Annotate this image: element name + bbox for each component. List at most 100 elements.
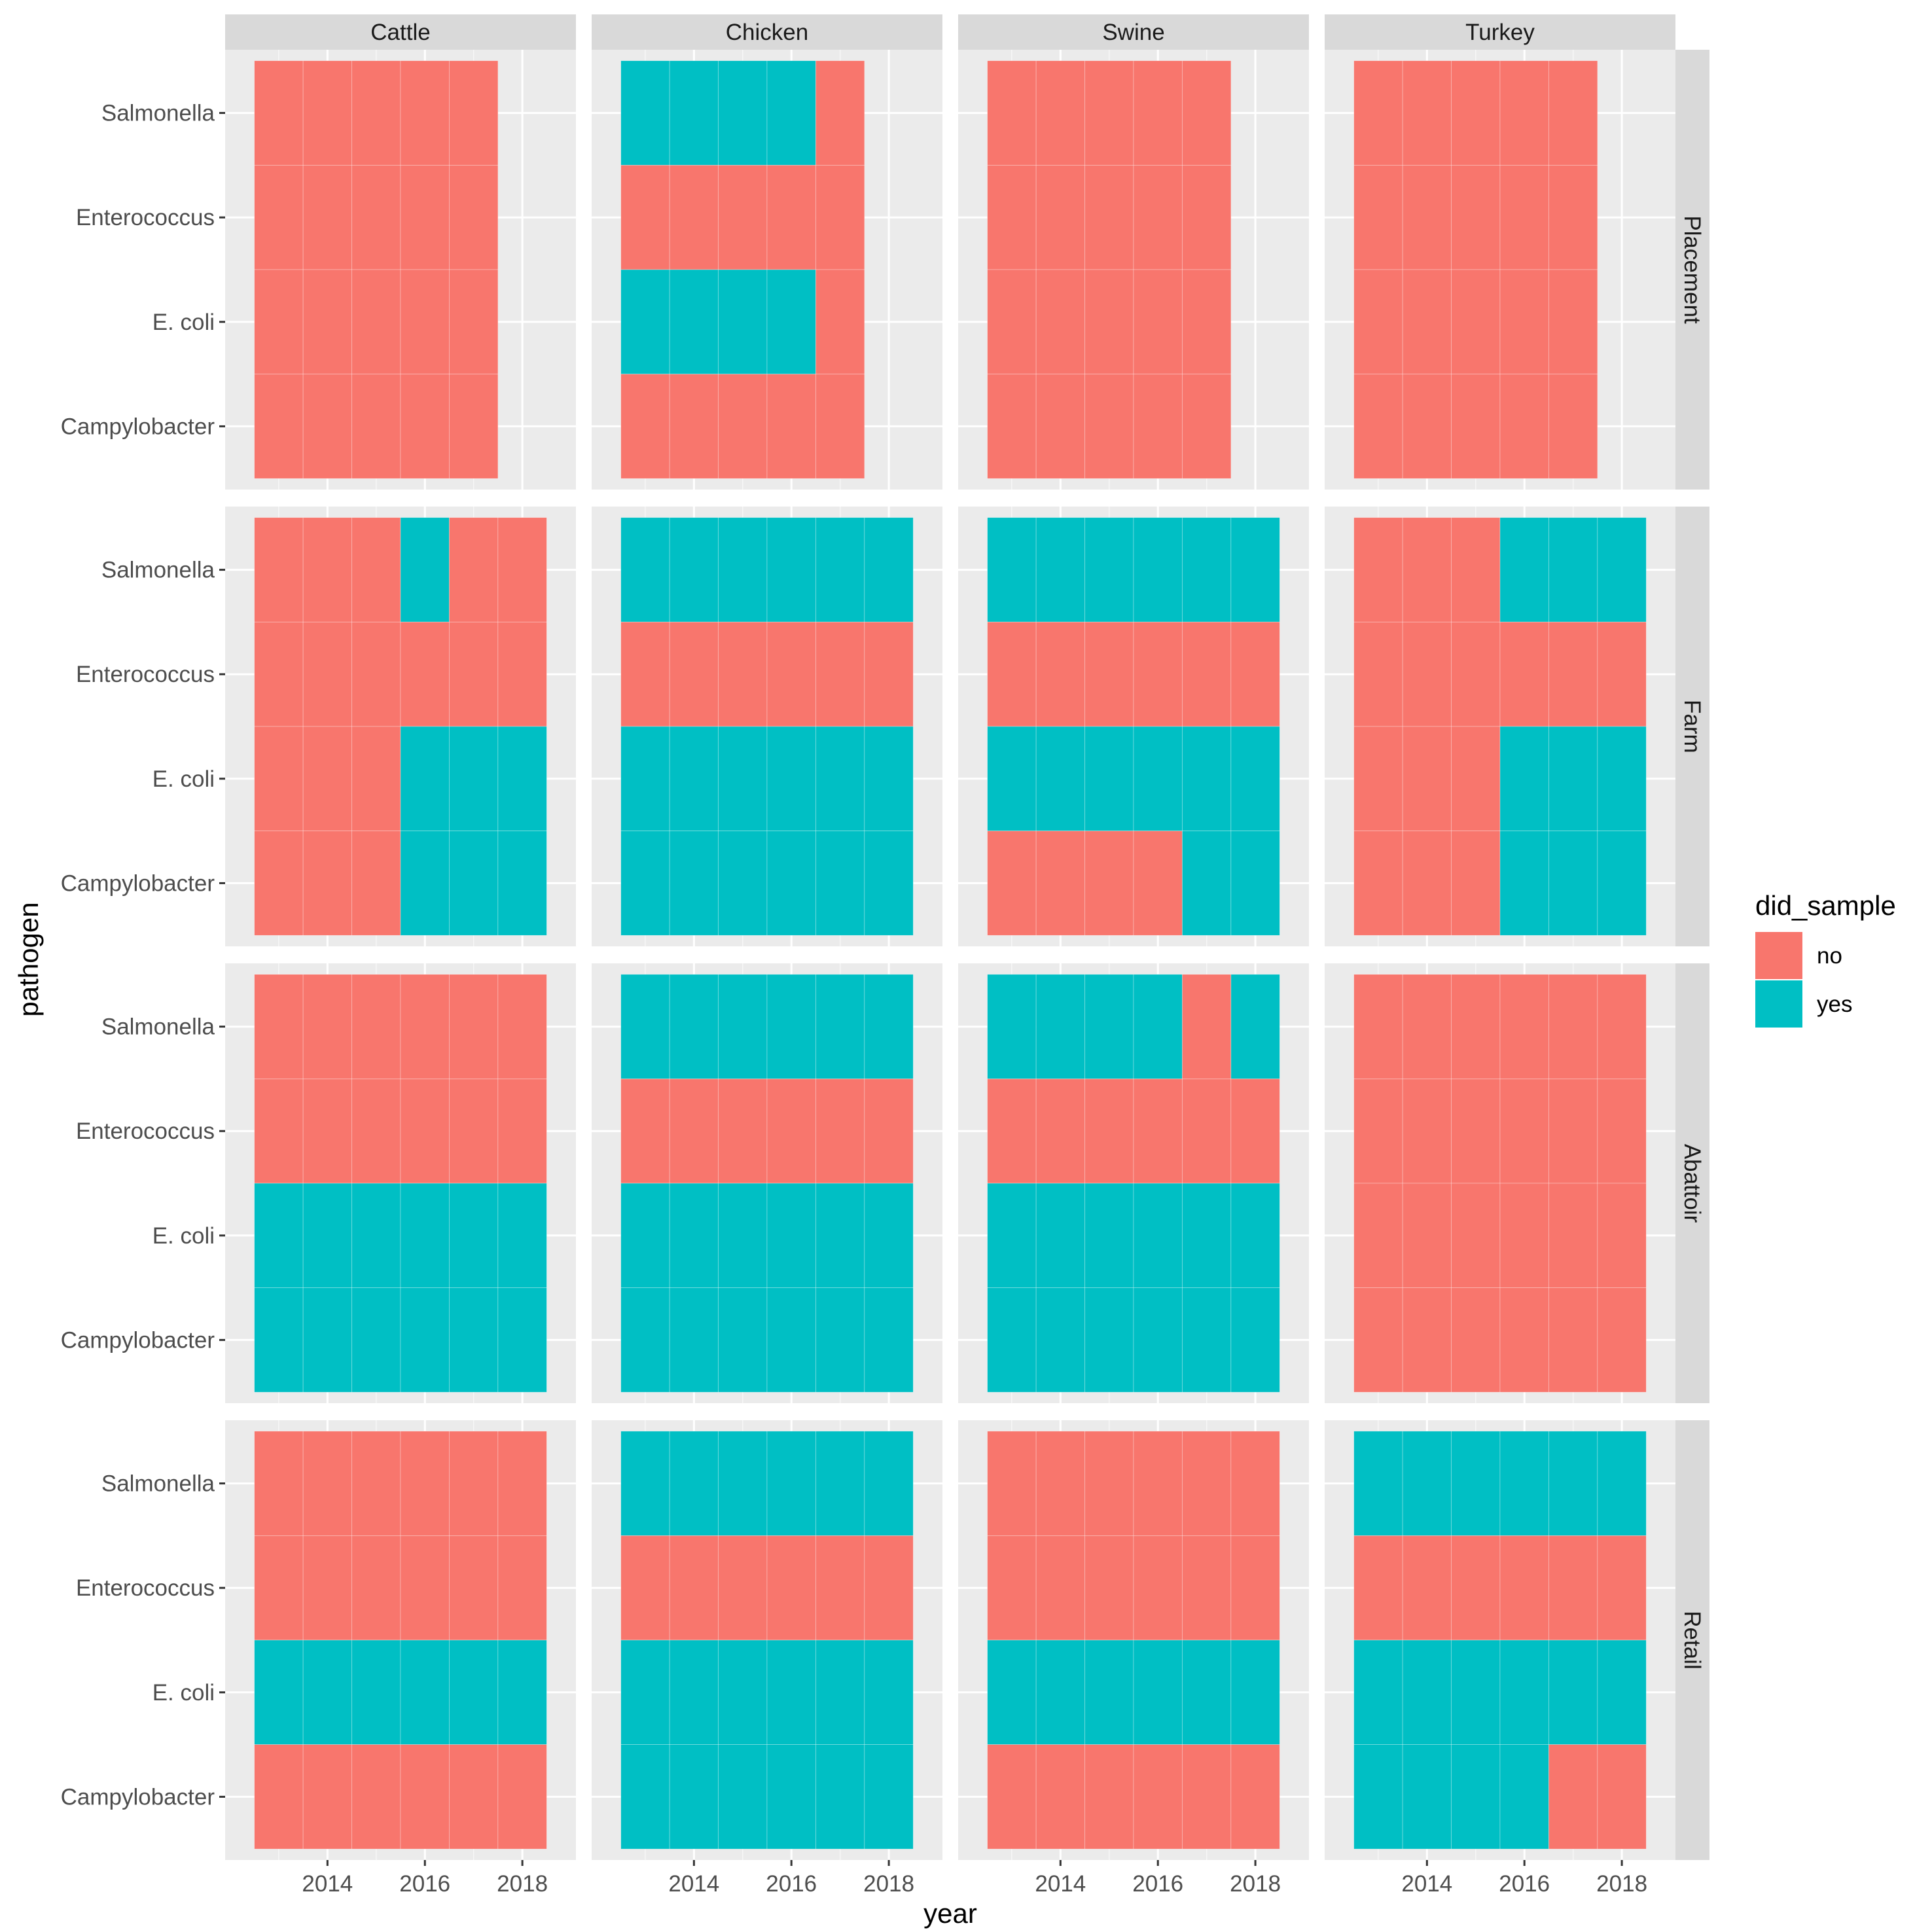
tile-abattoir-turkey-campylobacter-2014: Abattoir / Turkey / Campylobacter / 2014… — [1402, 1287, 1452, 1393]
tile-abattoir-swine-salmonella-2017: Abattoir / Swine / Salmonella / 2017: no — [1182, 974, 1232, 1079]
tile-farm-cattle-campylobacter-2013: Farm / Cattle / Campylobacter / 2013: no — [254, 831, 304, 936]
tile-abattoir-turkey-e-coli-2016: Abattoir / Turkey / E. coli / 2016: no — [1499, 1183, 1549, 1288]
tile-placement-turkey-enterococcus-2013: Placement / Turkey / Enterococcus / 2013… — [1353, 165, 1403, 270]
tile-farm-swine-enterococcus-2016: Farm / Swine / Enterococcus / 2016: no — [1133, 622, 1183, 727]
tile-farm-chicken-e-coli-2018: Farm / Chicken / E. coli / 2018: yes — [864, 726, 914, 831]
tile-retail-swine-e-coli-2016: Retail / Swine / E. coli / 2016: yes — [1133, 1639, 1183, 1745]
tile-placement-chicken-campylobacter-2013: Placement / Chicken / Campylobacter / 20… — [620, 374, 670, 479]
tile-retail-swine-salmonella-2015: Retail / Swine / Salmonella / 2015: no — [1084, 1431, 1134, 1536]
tile-placement-chicken-campylobacter-2015: Placement / Chicken / Campylobacter / 20… — [718, 374, 768, 479]
tile-abattoir-turkey-salmonella-2016: Abattoir / Turkey / Salmonella / 2016: n… — [1499, 974, 1549, 1079]
tile-placement-cattle-campylobacter-2017: Placement / Cattle / Campylobacter / 201… — [449, 374, 499, 479]
tile-abattoir-swine-enterococcus-2013: Abattoir / Swine / Enterococcus / 2013: … — [987, 1079, 1037, 1184]
tile-abattoir-chicken-e-coli-2016: Abattoir / Chicken / E. coli / 2016: yes — [766, 1183, 816, 1288]
tile-farm-cattle-salmonella-2014: Farm / Cattle / Salmonella / 2014: no — [302, 517, 352, 622]
tile-retail-cattle-enterococcus-2016: Retail / Cattle / Enterococcus / 2016: n… — [400, 1535, 450, 1641]
tile-farm-chicken-e-coli-2013: Farm / Chicken / E. coli / 2013: yes — [620, 726, 670, 831]
tile-retail-cattle-enterococcus-2018: Retail / Cattle / Enterococcus / 2018: n… — [497, 1535, 547, 1641]
tile-retail-turkey-enterococcus-2018: Retail / Turkey / Enterococcus / 2018: n… — [1597, 1535, 1647, 1641]
tile-placement-swine-e-coli-2014: Placement / Swine / E. coli / 2014: no — [1035, 269, 1085, 374]
tile-retail-swine-campylobacter-2017: Retail / Swine / Campylobacter / 2017: n… — [1182, 1744, 1232, 1850]
tile-abattoir-turkey-campylobacter-2013: Abattoir / Turkey / Campylobacter / 2013… — [1353, 1287, 1403, 1393]
tile-abattoir-swine-campylobacter-2018: Abattoir / Swine / Campylobacter / 2018:… — [1230, 1287, 1280, 1393]
tile-abattoir-swine-salmonella-2013: Abattoir / Swine / Salmonella / 2013: ye… — [987, 974, 1037, 1079]
strips-layer: Cattle Chicken Swine Turkey Placement Farm Aba… — [225, 14, 1709, 1860]
legend-title: did_sample — [1755, 890, 1896, 921]
tile-retail-swine-salmonella-2018: Retail / Swine / Salmonella / 2018: no — [1230, 1431, 1280, 1536]
tile-farm-chicken-campylobacter-2013: Farm / Chicken / Campylobacter / 2013: y… — [620, 831, 670, 936]
tile-placement-cattle-salmonella-2014: Placement / Cattle / Salmonella / 2014: … — [302, 60, 352, 166]
tile-abattoir-chicken-enterococcus-2013: Abattoir / Chicken / Enterococcus / 2013… — [620, 1079, 670, 1184]
tile-farm-swine-salmonella-2016: Farm / Swine / Salmonella / 2016: yes — [1133, 517, 1183, 622]
tile-placement-swine-campylobacter-2015: Placement / Swine / Campylobacter / 2015… — [1084, 374, 1134, 479]
tile-abattoir-cattle-e-coli-2015: Abattoir / Cattle / E. coli / 2015: yes — [351, 1183, 401, 1288]
tile-retail-cattle-campylobacter-2014: Retail / Cattle / Campylobacter / 2014: … — [302, 1744, 352, 1850]
panel-placement-turkey: Placement / Turkey / Salmonella / 2013: … — [1325, 50, 1675, 490]
tile-retail-turkey-e-coli-2018: Retail / Turkey / E. coli / 2018: yes — [1597, 1639, 1647, 1745]
tile-abattoir-cattle-enterococcus-2015: Abattoir / Cattle / Enterococcus / 2015:… — [351, 1079, 401, 1184]
tile-farm-turkey-salmonella-2013: Farm / Turkey / Salmonella / 2013: no — [1353, 517, 1403, 622]
panel-abattoir-turkey: Abattoir / Turkey / Salmonella / 2013: n… — [1325, 963, 1675, 1403]
tile-retail-chicken-enterococcus-2018: Retail / Chicken / Enterococcus / 2018: … — [864, 1535, 914, 1641]
tile-farm-turkey-e-coli-2017: Farm / Turkey / E. coli / 2017: yes — [1548, 726, 1598, 831]
y-tick-label-campylobacter: Campylobacter — [61, 414, 215, 439]
tile-retail-chicken-campylobacter-2014: Retail / Chicken / Campylobacter / 2014:… — [669, 1744, 719, 1850]
tile-abattoir-swine-enterococcus-2015: Abattoir / Swine / Enterococcus / 2015: … — [1084, 1079, 1134, 1184]
tile-placement-swine-campylobacter-2013: Placement / Swine / Campylobacter / 2013… — [987, 374, 1037, 479]
tile-retail-turkey-salmonella-2017: Retail / Turkey / Salmonella / 2017: yes — [1548, 1431, 1598, 1536]
tile-placement-chicken-salmonella-2015: Placement / Chicken / Salmonella / 2015:… — [718, 60, 768, 166]
tile-placement-swine-enterococcus-2017: Placement / Swine / Enterococcus / 2017:… — [1182, 165, 1232, 270]
panel-placement-cattle: Placement / Cattle / Salmonella / 2013: … — [225, 50, 576, 490]
tile-abattoir-chicken-e-coli-2015: Abattoir / Chicken / E. coli / 2015: yes — [718, 1183, 768, 1288]
tile-retail-swine-campylobacter-2016: Retail / Swine / Campylobacter / 2016: n… — [1133, 1744, 1183, 1850]
tile-retail-cattle-enterococcus-2017: Retail / Cattle / Enterococcus / 2017: n… — [449, 1535, 499, 1641]
tile-farm-cattle-campylobacter-2017: Farm / Cattle / Campylobacter / 2017: ye… — [449, 831, 499, 936]
y-tick-label-salmonella: Salmonella — [101, 1014, 215, 1040]
tile-abattoir-cattle-enterococcus-2013: Abattoir / Cattle / Enterococcus / 2013:… — [254, 1079, 304, 1184]
tile-placement-swine-salmonella-2014: Placement / Swine / Salmonella / 2014: n… — [1035, 60, 1085, 166]
tile-abattoir-cattle-salmonella-2013: Abattoir / Cattle / Salmonella / 2013: n… — [254, 974, 304, 1079]
tile-abattoir-swine-enterococcus-2018: Abattoir / Swine / Enterococcus / 2018: … — [1230, 1079, 1280, 1184]
strip-label-chicken: Chicken — [726, 20, 808, 45]
tile-abattoir-turkey-enterococcus-2017: Abattoir / Turkey / Enterococcus / 2017:… — [1548, 1079, 1598, 1184]
tile-retail-cattle-e-coli-2014: Retail / Cattle / E. coli / 2014: yes — [302, 1639, 352, 1745]
tile-retail-turkey-e-coli-2013: Retail / Turkey / E. coli / 2013: yes — [1353, 1639, 1403, 1745]
y-tick-label-salmonella: Salmonella — [101, 1471, 215, 1497]
tile-placement-turkey-salmonella-2017: Placement / Turkey / Salmonella / 2017: … — [1548, 60, 1598, 166]
tile-farm-swine-e-coli-2013: Farm / Swine / E. coli / 2013: yes — [987, 726, 1037, 831]
strip-label-retail: Retail — [1679, 1611, 1705, 1669]
tile-abattoir-turkey-salmonella-2018: Abattoir / Turkey / Salmonella / 2018: n… — [1597, 974, 1647, 1079]
tile-abattoir-cattle-enterococcus-2014: Abattoir / Cattle / Enterococcus / 2014:… — [302, 1079, 352, 1184]
tile-retail-swine-enterococcus-2017: Retail / Swine / Enterococcus / 2017: no — [1182, 1535, 1232, 1641]
tile-retail-turkey-enterococcus-2017: Retail / Turkey / Enterococcus / 2017: n… — [1548, 1535, 1598, 1641]
tile-farm-turkey-salmonella-2016: Farm / Turkey / Salmonella / 2016: yes — [1499, 517, 1549, 622]
tile-abattoir-chicken-campylobacter-2015: Abattoir / Chicken / Campylobacter / 201… — [718, 1287, 768, 1393]
tile-farm-chicken-salmonella-2017: Farm / Chicken / Salmonella / 2017: yes — [815, 517, 865, 622]
tile-placement-turkey-salmonella-2015: Placement / Turkey / Salmonella / 2015: … — [1451, 60, 1501, 166]
tile-abattoir-cattle-salmonella-2017: Abattoir / Cattle / Salmonella / 2017: n… — [449, 974, 499, 1079]
strip-label-cattle: Cattle — [370, 20, 430, 45]
tile-abattoir-swine-enterococcus-2016: Abattoir / Swine / Enterococcus / 2016: … — [1133, 1079, 1183, 1184]
tile-farm-turkey-campylobacter-2014: Farm / Turkey / Campylobacter / 2014: no — [1402, 831, 1452, 936]
tile-farm-cattle-salmonella-2018: Farm / Cattle / Salmonella / 2018: no — [497, 517, 547, 622]
tile-farm-chicken-salmonella-2014: Farm / Chicken / Salmonella / 2014: yes — [669, 517, 719, 622]
tile-placement-swine-enterococcus-2014: Placement / Swine / Enterococcus / 2014:… — [1035, 165, 1085, 270]
tile-farm-cattle-campylobacter-2018: Farm / Cattle / Campylobacter / 2018: ye… — [497, 831, 547, 936]
tile-placement-cattle-salmonella-2016: Placement / Cattle / Salmonella / 2016: … — [400, 60, 450, 166]
tile-placement-chicken-salmonella-2017: Placement / Chicken / Salmonella / 2017:… — [815, 60, 865, 166]
tile-farm-cattle-enterococcus-2017: Farm / Cattle / Enterococcus / 2017: no — [449, 622, 499, 727]
tile-retail-swine-enterococcus-2015: Retail / Swine / Enterococcus / 2015: no — [1084, 1535, 1134, 1641]
tile-farm-turkey-enterococcus-2016: Farm / Turkey / Enterococcus / 2016: no — [1499, 622, 1549, 727]
axes-layer: Salmonella Enterococcus E. coli Campylobact… — [61, 101, 1647, 1897]
tile-abattoir-cattle-campylobacter-2015: Abattoir / Cattle / Campylobacter / 2015… — [351, 1287, 401, 1393]
tile-retail-swine-enterococcus-2014: Retail / Swine / Enterococcus / 2014: no — [1035, 1535, 1085, 1641]
tile-placement-cattle-campylobacter-2013: Placement / Cattle / Campylobacter / 201… — [254, 374, 304, 479]
tile-retail-turkey-salmonella-2016: Retail / Turkey / Salmonella / 2016: yes — [1499, 1431, 1549, 1536]
tile-farm-turkey-enterococcus-2017: Farm / Turkey / Enterococcus / 2017: no — [1548, 622, 1598, 727]
y-tick-label-enterococcus: Enterococcus — [76, 1575, 215, 1601]
tile-retail-turkey-e-coli-2015: Retail / Turkey / E. coli / 2015: yes — [1451, 1639, 1501, 1745]
tile-placement-chicken-e-coli-2016: Placement / Chicken / E. coli / 2016: ye… — [766, 269, 816, 374]
tile-retail-chicken-campylobacter-2018: Retail / Chicken / Campylobacter / 2018:… — [864, 1744, 914, 1850]
x-tick-label-2016: 2016 — [399, 1871, 450, 1897]
tile-retail-chicken-salmonella-2014: Retail / Chicken / Salmonella / 2014: ye… — [669, 1431, 719, 1536]
